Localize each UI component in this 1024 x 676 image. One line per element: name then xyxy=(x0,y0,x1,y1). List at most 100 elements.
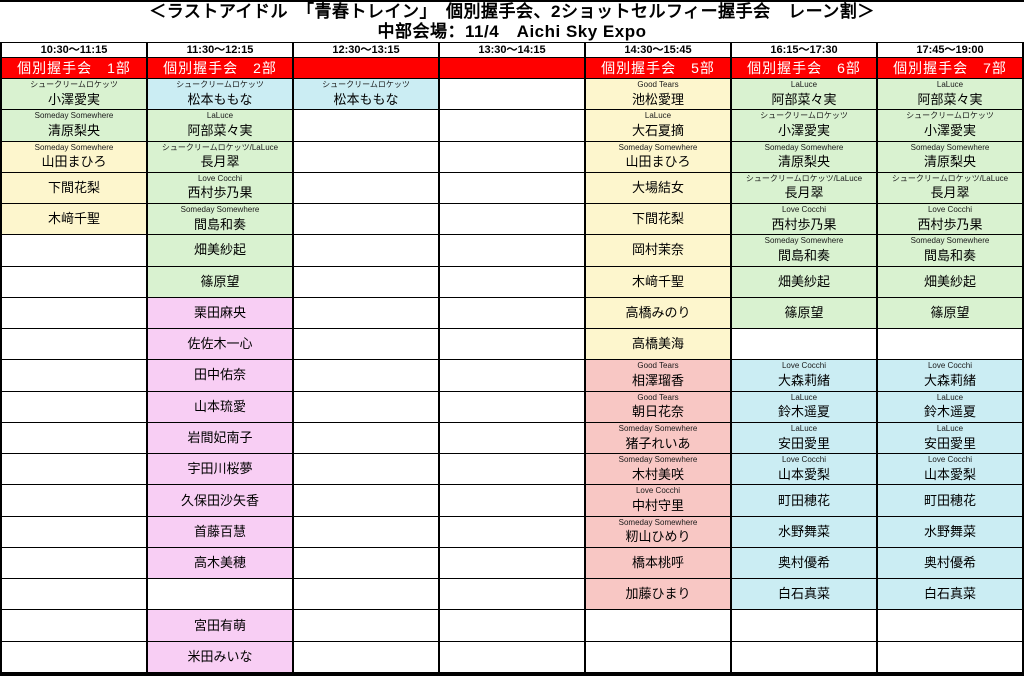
member-name: 猪子れいあ xyxy=(625,435,691,451)
empty-cell xyxy=(732,610,878,642)
empty-cell xyxy=(294,297,440,330)
member-name: 岡村茉奈 xyxy=(631,242,684,258)
member-cell: 首藤百慧 xyxy=(148,516,294,548)
empty-cell xyxy=(294,610,440,642)
member-name: 米田みいな xyxy=(187,648,253,664)
member-name: 水野舞菜 xyxy=(923,523,976,539)
member-cell: Someday Somewhere 山田まひろ xyxy=(2,141,148,173)
empty-cell xyxy=(2,297,148,330)
empty-cell xyxy=(732,641,878,673)
member-name: 相澤瑠香 xyxy=(631,372,684,388)
empty-cell xyxy=(2,485,148,517)
empty-cell xyxy=(440,516,586,548)
member-name: 西村歩乃果 xyxy=(917,216,983,232)
empty-cell xyxy=(440,235,586,267)
member-cell: 白石真菜 xyxy=(732,579,878,611)
empty-cell xyxy=(294,329,440,361)
member-cell: 下間花梨 xyxy=(586,204,732,236)
member-name: 安田愛里 xyxy=(923,435,976,451)
empty-cell xyxy=(294,266,440,298)
empty-cell xyxy=(440,641,586,673)
group-label: Someday Somewhere xyxy=(764,142,844,152)
member-name: 白石真菜 xyxy=(777,586,830,602)
empty-cell xyxy=(440,485,586,517)
member-name: 清原梨央 xyxy=(923,154,976,170)
member-cell: 木﨑千聖 xyxy=(586,266,732,298)
member-name: 清原梨央 xyxy=(777,154,830,170)
member-name: 間島和奏 xyxy=(777,247,830,263)
group-label: シュークリームロケッツ xyxy=(176,80,264,89)
member-cell: 田中佑奈 xyxy=(148,360,294,392)
member-name: 山本琉愛 xyxy=(193,398,246,414)
member-name: 小澤愛実 xyxy=(923,122,976,138)
member-cell: 篠原望 xyxy=(148,266,294,298)
member-cell: LaLuce 鈴木遥夏 xyxy=(878,391,1024,423)
member-name: 松本ももな xyxy=(187,91,253,107)
page-title: ＜ラストアイドル 「青春トレイン」 個別握手会、2ショットセルフィー握手会 レー… xyxy=(149,2,875,21)
group-label: Someday Somewhere xyxy=(618,517,698,527)
group-label: Love Cocchi xyxy=(635,486,681,496)
group-label: Love Cocchi xyxy=(781,361,827,371)
member-name: 山田まひろ xyxy=(625,154,691,170)
member-cell: Good Tears 池松愛理 xyxy=(586,79,732,111)
session-header: 個別握手会 2部 xyxy=(148,58,294,79)
member-name: 篠原望 xyxy=(200,273,240,289)
member-cell: 町田穂花 xyxy=(878,485,1024,517)
member-name: 畑美紗起 xyxy=(193,242,246,258)
member-cell: 宇田川桜夢 xyxy=(148,454,294,486)
member-cell: 加藤ひまり xyxy=(586,579,732,611)
member-name: 中村守里 xyxy=(631,498,684,514)
group-label: Someday Somewhere xyxy=(910,142,990,152)
group-label: LaLuce xyxy=(936,423,964,433)
empty-cell xyxy=(2,391,148,423)
member-name: 篠原望 xyxy=(930,304,970,320)
empty-cell xyxy=(440,454,586,486)
group-label: シュークリームロケッツ/LaLuce xyxy=(891,173,1009,183)
member-cell: 畑美紗起 xyxy=(148,235,294,267)
member-cell: 橋本桃呼 xyxy=(586,547,732,580)
member-cell: 佐佐木一心 xyxy=(148,329,294,361)
member-cell: シュークリームロケッツ 小澤愛実 xyxy=(878,110,1024,142)
member-name: 栗田麻央 xyxy=(193,304,246,320)
member-name: 大森莉緒 xyxy=(777,372,830,388)
member-cell: シュークリームロケッツ松本ももな xyxy=(148,79,294,111)
member-cell: 畑美紗起 xyxy=(878,266,1024,298)
member-cell: LaLuce 阿部菜々実 xyxy=(148,110,294,142)
member-cell: Someday Somewhere 木村美咲 xyxy=(586,454,732,486)
member-name: 加藤ひまり xyxy=(625,586,691,602)
member-cell: 高橋美海 xyxy=(586,329,732,361)
member-cell: Love Cocchi 西村歩乃果 xyxy=(878,204,1024,236)
group-label: Someday Somewhere xyxy=(910,236,990,246)
member-name: 清原梨央 xyxy=(47,122,100,138)
member-cell: 高木美穂 xyxy=(148,547,294,580)
member-name: 松本ももな xyxy=(333,91,399,107)
member-name: 木村美咲 xyxy=(631,466,684,482)
member-cell: シュークリームロケッツ/LaLuce 長月翠 xyxy=(732,172,878,205)
member-cell: Someday Somewhere 間島和奏 xyxy=(878,235,1024,267)
member-name: 鈴木遥夏 xyxy=(923,404,976,420)
member-cell: シュークリームロケッツ 松本ももな xyxy=(294,79,440,111)
schedule-grid: 10:30～11:15 11:30～12:15 12:30～13:15 13:30～1… xyxy=(0,42,1024,676)
session-header: 個別握手会 5部 xyxy=(586,58,732,79)
title-block: ＜ラストアイドル 「青春トレイン」 個別握手会、2ショットセルフィー握手会 レー… xyxy=(0,2,1024,42)
member-cell: LaLuce 安田愛里 xyxy=(878,422,1024,455)
member-cell: シュークリームロケッツ 小澤愛実 xyxy=(2,79,148,111)
member-name: 鈴木遥夏 xyxy=(777,404,830,420)
empty-cell xyxy=(294,235,440,267)
group-label: Someday Somewhere xyxy=(618,142,698,152)
empty-cell xyxy=(2,235,148,267)
empty-cell xyxy=(294,204,440,236)
empty-cell xyxy=(294,641,440,673)
member-name: 西村歩乃果 xyxy=(187,185,253,201)
empty-cell xyxy=(2,610,148,642)
session-header: 個別握手会 7部 xyxy=(878,58,1024,79)
member-name: 木﨑千聖 xyxy=(631,273,684,289)
member-name: 大場結女 xyxy=(631,179,684,195)
group-label: シュークリームロケッツ xyxy=(760,111,848,121)
member-name: 籾山ひめり xyxy=(625,529,691,545)
empty-cell xyxy=(440,141,586,173)
empty-cell xyxy=(586,610,732,642)
group-label: Good Tears xyxy=(637,361,679,371)
group-label: Someday Somewhere xyxy=(34,142,114,152)
time-header: 11:30～12:15 xyxy=(148,43,294,58)
